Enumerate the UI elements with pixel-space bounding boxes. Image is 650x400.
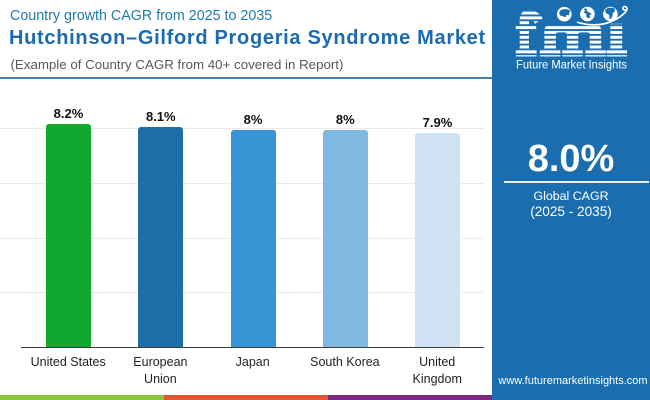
svg-text:Future Market Insights: Future Market Insights — [516, 59, 627, 71]
